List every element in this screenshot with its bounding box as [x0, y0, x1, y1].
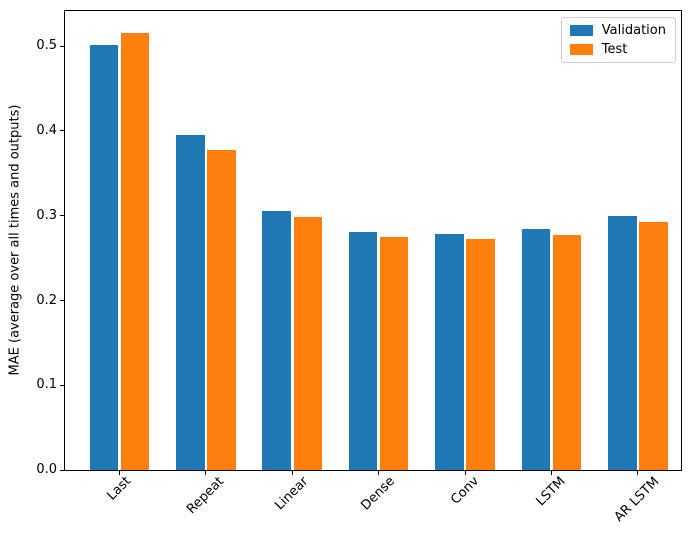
x-tick-label-conv: Conv — [447, 473, 482, 508]
bar-validation-lstm — [521, 229, 551, 470]
x-tick-label-last: Last — [104, 473, 134, 504]
y-tick-label: 0.2 — [36, 292, 57, 308]
bar-validation-ar-lstm — [608, 215, 637, 470]
bar-test-ar-lstm — [639, 221, 668, 470]
x-tick-mark — [205, 471, 207, 475]
y-tick-mark — [60, 130, 64, 132]
x-tick-mark — [637, 471, 639, 475]
bar-test-dense — [379, 236, 409, 470]
y-tick-mark — [60, 215, 64, 217]
x-tick-mark — [464, 471, 466, 475]
x-tick-mark — [378, 471, 380, 475]
legend-item-validation: Validation — [569, 23, 666, 38]
bar-test-lstm — [552, 235, 582, 470]
bar-validation-linear — [262, 210, 291, 470]
x-tick-label-linear: Linear — [272, 473, 312, 514]
bar-validation-repeat — [176, 135, 205, 470]
bar-test-linear — [293, 217, 322, 470]
legend-item-test: Test — [569, 42, 666, 57]
bar-validation-dense — [348, 231, 378, 470]
x-tick-label-ar-lstm: AR LSTM — [611, 474, 663, 525]
y-axis-label: MAE (average over all times and outputs) — [7, 104, 23, 376]
x-tick-mark — [550, 471, 552, 475]
bar-test-repeat — [207, 150, 236, 470]
y-tick-label: 0.0 — [36, 462, 57, 477]
y-tick-label: 0.1 — [36, 377, 57, 393]
legend-label-test: Test — [601, 42, 628, 57]
y-tick-mark — [60, 300, 64, 301]
y-tick-label: 0.4 — [36, 122, 57, 138]
x-tick-label-repeat: Repeat — [183, 474, 227, 518]
y-tick-label: 0.5 — [36, 38, 57, 54]
bar-validation-last — [89, 45, 119, 470]
y-tick-mark — [60, 384, 64, 386]
plot-area: Validation Test — [64, 10, 682, 471]
x-tick-mark — [118, 471, 120, 475]
test-swatch-icon — [569, 44, 593, 55]
y-tick-mark — [60, 45, 64, 47]
bar-test-last — [120, 32, 150, 470]
x-tick-label-lstm: LSTM — [533, 474, 569, 510]
x-tick-mark — [291, 471, 293, 475]
bar-test-conv — [466, 239, 495, 470]
legend: Validation Test — [560, 17, 676, 63]
bar-validation-conv — [435, 233, 464, 470]
y-tick-mark — [60, 469, 64, 471]
x-tick-label-dense: Dense — [358, 474, 399, 514]
y-tick-label: 0.3 — [36, 207, 57, 223]
legend-label-validation: Validation — [601, 23, 666, 38]
validation-swatch-icon — [569, 25, 593, 36]
